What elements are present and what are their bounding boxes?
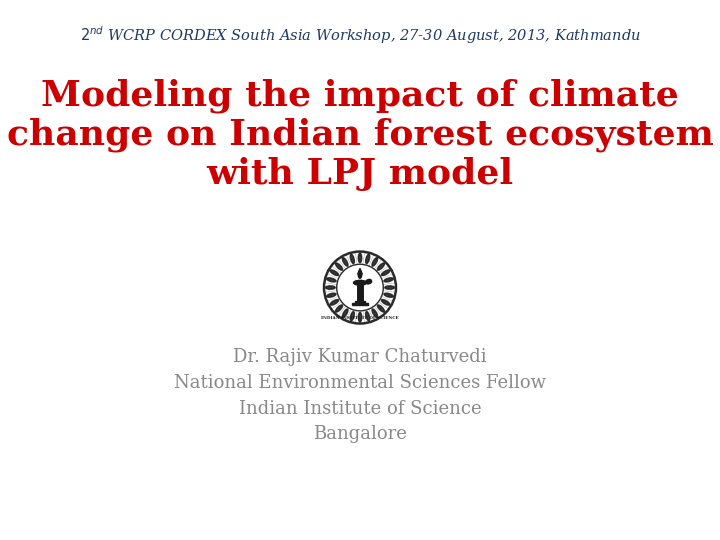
Ellipse shape <box>359 313 361 322</box>
Ellipse shape <box>327 278 336 282</box>
Ellipse shape <box>382 300 390 305</box>
Ellipse shape <box>342 309 348 318</box>
Ellipse shape <box>366 312 370 321</box>
Ellipse shape <box>385 286 395 289</box>
Ellipse shape <box>384 293 393 298</box>
Ellipse shape <box>350 254 354 264</box>
Bar <box>355 301 365 303</box>
Ellipse shape <box>384 278 393 282</box>
FancyArrowPatch shape <box>368 281 369 282</box>
Ellipse shape <box>336 305 343 312</box>
Ellipse shape <box>377 305 384 312</box>
Ellipse shape <box>359 271 361 278</box>
Ellipse shape <box>342 258 348 266</box>
Text: $2^{nd}$ WCRP CORDEX South Asia Workshop, 27-30 August, 2013, Kathmandu: $2^{nd}$ WCRP CORDEX South Asia Workshop… <box>80 24 640 46</box>
Text: Dr. Rajiv Kumar Chaturvedi
National Environmental Sciences Fellow
Indian Institu: Dr. Rajiv Kumar Chaturvedi National Envi… <box>174 348 546 443</box>
Ellipse shape <box>327 293 336 298</box>
Ellipse shape <box>377 263 384 270</box>
Ellipse shape <box>359 253 361 262</box>
Polygon shape <box>358 268 362 278</box>
Ellipse shape <box>325 286 335 289</box>
Ellipse shape <box>372 309 378 318</box>
Ellipse shape <box>372 258 378 266</box>
Bar <box>353 303 367 306</box>
Text: Modeling the impact of climate
change on Indian forest ecosystem
with LPJ model: Modeling the impact of climate change on… <box>6 78 714 191</box>
Ellipse shape <box>336 263 343 270</box>
Ellipse shape <box>382 270 390 275</box>
Ellipse shape <box>330 300 338 305</box>
Ellipse shape <box>330 270 338 275</box>
Ellipse shape <box>366 254 370 264</box>
Ellipse shape <box>350 312 354 321</box>
Ellipse shape <box>354 280 366 285</box>
Text: INDIAN INSTITUTE OF SCIENCE: INDIAN INSTITUTE OF SCIENCE <box>321 316 399 320</box>
